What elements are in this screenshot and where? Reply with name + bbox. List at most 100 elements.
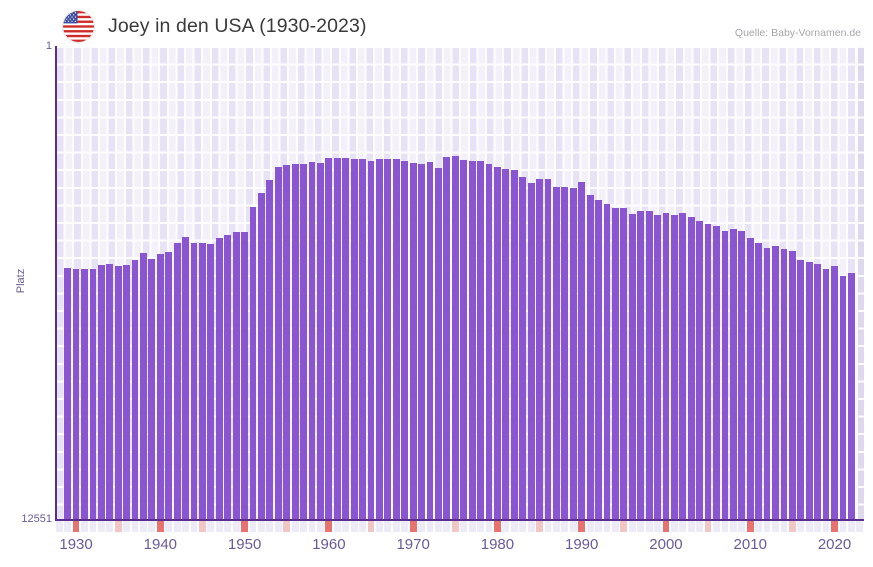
bar[interactable] <box>603 203 611 519</box>
bar[interactable] <box>477 161 484 519</box>
bar[interactable] <box>772 245 779 519</box>
bar[interactable] <box>527 183 535 519</box>
bar[interactable] <box>696 221 704 519</box>
bar[interactable] <box>451 156 459 519</box>
bar[interactable] <box>64 268 72 519</box>
bar[interactable] <box>729 229 737 519</box>
bar[interactable] <box>831 266 838 519</box>
bar[interactable] <box>460 160 468 519</box>
bar[interactable] <box>797 260 805 519</box>
bar[interactable] <box>72 269 80 519</box>
bar[interactable] <box>569 188 577 519</box>
bar[interactable] <box>654 215 661 519</box>
bar[interactable] <box>274 167 282 519</box>
bar[interactable] <box>611 207 619 519</box>
bar[interactable] <box>384 159 392 519</box>
bar[interactable] <box>156 254 164 519</box>
bar[interactable] <box>106 264 114 519</box>
bar[interactable] <box>502 169 510 519</box>
bar[interactable] <box>376 158 383 519</box>
bar[interactable] <box>182 236 190 519</box>
bar[interactable] <box>308 162 316 519</box>
bar[interactable] <box>847 272 855 519</box>
bar[interactable] <box>258 192 265 519</box>
bar[interactable] <box>721 230 729 519</box>
bar[interactable] <box>561 187 569 519</box>
x-axis-tick-strip <box>55 521 864 532</box>
bar[interactable] <box>190 242 198 519</box>
tick-blank <box>148 521 156 532</box>
bar[interactable] <box>645 210 653 519</box>
bar[interactable] <box>317 162 324 519</box>
bar[interactable] <box>586 195 594 519</box>
bar[interactable] <box>199 243 206 519</box>
bar[interactable] <box>350 159 358 519</box>
bar[interactable] <box>788 251 796 519</box>
bar[interactable] <box>409 162 417 519</box>
bar[interactable] <box>148 258 156 519</box>
bar[interactable] <box>224 235 232 519</box>
bar[interactable] <box>780 249 788 519</box>
bar[interactable] <box>746 237 754 519</box>
bar[interactable] <box>165 252 173 519</box>
bar[interactable] <box>359 159 366 519</box>
bar[interactable] <box>704 224 712 519</box>
bar[interactable] <box>544 179 552 519</box>
tick-major <box>746 521 754 532</box>
bar[interactable] <box>755 243 763 519</box>
bar[interactable] <box>97 264 105 519</box>
bar[interactable] <box>401 160 409 519</box>
bar[interactable] <box>114 266 122 519</box>
bar[interactable] <box>494 166 501 519</box>
bar[interactable] <box>595 200 602 519</box>
bar[interactable] <box>536 179 543 519</box>
bar[interactable] <box>468 160 476 519</box>
bar[interactable] <box>822 269 830 519</box>
bar[interactable] <box>131 260 139 519</box>
bar[interactable] <box>325 158 333 519</box>
bar[interactable] <box>342 157 350 519</box>
bar[interactable] <box>552 186 560 519</box>
bar[interactable] <box>679 213 687 519</box>
bar[interactable] <box>687 217 695 519</box>
x-axis-tick-label: 1970 <box>396 536 430 553</box>
bar[interactable] <box>207 243 215 519</box>
bar[interactable] <box>232 231 240 519</box>
bar[interactable] <box>392 159 400 519</box>
bar[interactable] <box>763 247 771 519</box>
tick-major <box>241 521 248 532</box>
bar[interactable] <box>418 164 425 519</box>
bar[interactable] <box>89 269 97 519</box>
bar[interactable] <box>123 264 131 519</box>
bar[interactable] <box>738 230 746 519</box>
bar[interactable] <box>814 264 822 519</box>
bar[interactable] <box>333 157 341 519</box>
bar[interactable] <box>215 237 223 519</box>
bar[interactable] <box>620 207 628 519</box>
bar[interactable] <box>266 180 274 519</box>
bar[interactable] <box>670 214 678 519</box>
bar[interactable] <box>510 169 518 519</box>
bar[interactable] <box>662 212 670 519</box>
bar[interactable] <box>628 213 636 519</box>
bar[interactable] <box>291 163 299 519</box>
tick-minor <box>536 521 543 532</box>
bar[interactable] <box>426 162 434 519</box>
bar[interactable] <box>839 276 847 519</box>
bar[interactable] <box>637 211 645 519</box>
bar[interactable] <box>241 231 248 519</box>
bar[interactable] <box>283 165 291 519</box>
bar[interactable] <box>443 157 451 519</box>
bar[interactable] <box>519 176 527 519</box>
bar[interactable] <box>578 182 586 519</box>
bar[interactable] <box>713 226 720 519</box>
bar[interactable] <box>485 163 493 519</box>
bar[interactable] <box>249 207 257 519</box>
bar[interactable] <box>300 164 307 519</box>
bar[interactable] <box>805 261 813 519</box>
bar[interactable] <box>81 269 88 519</box>
bar[interactable] <box>435 168 442 519</box>
bar[interactable] <box>367 160 375 519</box>
bar[interactable] <box>140 252 147 519</box>
bar[interactable] <box>173 242 181 519</box>
